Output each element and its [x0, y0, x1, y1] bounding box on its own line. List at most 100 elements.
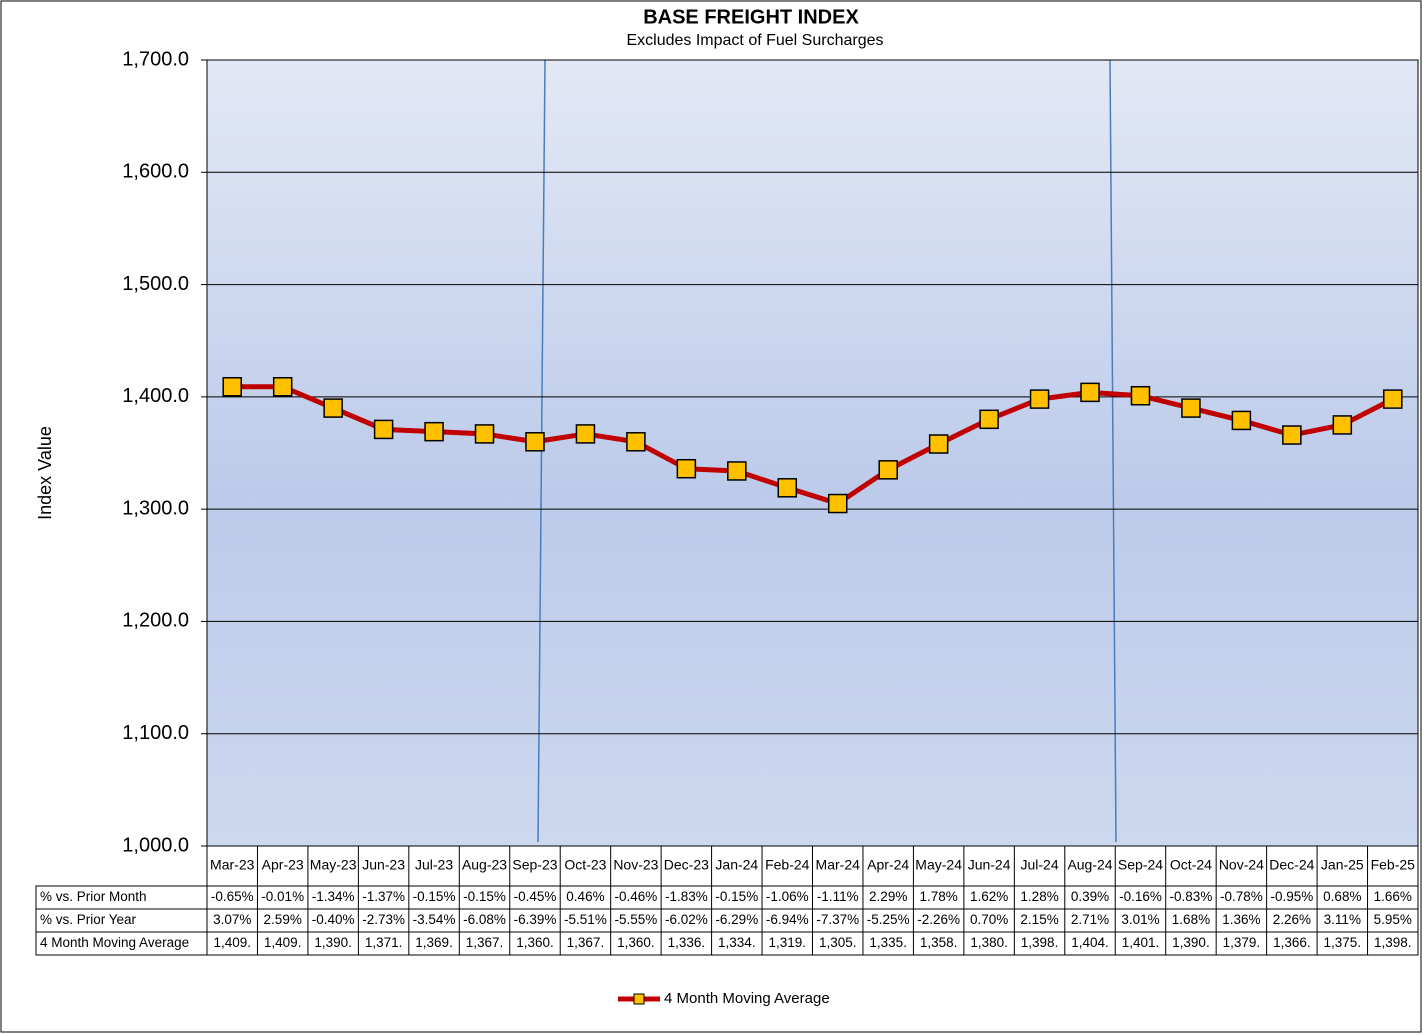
- table-cell: -0.95%: [1270, 889, 1313, 904]
- table-cell: -2.26%: [917, 912, 960, 927]
- marker: [323, 398, 343, 418]
- table-cell: -0.15%: [463, 889, 506, 904]
- table-cell: 1.36%: [1222, 912, 1260, 927]
- table-cell: 0.70%: [970, 912, 1008, 927]
- row-label: % vs. Prior Month: [40, 889, 147, 904]
- table-cell: 1.68%: [1172, 912, 1210, 927]
- y-tick-label: 1,700.0: [122, 48, 189, 70]
- marker: [575, 424, 596, 444]
- marker: [1029, 389, 1050, 409]
- table-cell: -0.78%: [1220, 889, 1263, 904]
- table-cell: 1,360.: [516, 935, 554, 950]
- table-cell: 2.59%: [264, 912, 302, 927]
- table-cell: -1.34%: [312, 889, 355, 904]
- table-cell: 1,367.: [567, 935, 605, 950]
- marker: [1181, 398, 1201, 418]
- marker: [222, 377, 242, 397]
- table-cell: 1,398.: [1021, 935, 1059, 950]
- legend-marker: [633, 993, 645, 1005]
- x-tick-label: Mar-23: [210, 857, 255, 873]
- table-cell: 3.07%: [213, 912, 251, 927]
- table-cell: 0.39%: [1071, 889, 1109, 904]
- x-tick-label: Jul-24: [1020, 857, 1058, 873]
- marker: [525, 432, 545, 452]
- table-cell: -6.08%: [463, 912, 506, 927]
- table-cell: -6.02%: [665, 912, 708, 927]
- table-cell: -5.25%: [867, 912, 910, 927]
- table-cell: -6.94%: [766, 912, 809, 927]
- table-cell: 1,334.: [718, 935, 756, 950]
- table-cell: 1,335.: [869, 935, 907, 950]
- table-cell: 1,369.: [415, 935, 453, 950]
- marker: [928, 434, 949, 454]
- x-tick-label: Jun-23: [362, 857, 405, 873]
- x-tick-label: Jun-24: [968, 857, 1011, 873]
- marker: [1130, 385, 1151, 406]
- table-cell: -0.83%: [1170, 889, 1213, 904]
- chart-subtitle: Excludes Impact of Fuel Surcharges: [626, 32, 883, 49]
- x-tick-label: Dec-24: [1269, 857, 1314, 873]
- table-cell: 5.95%: [1374, 912, 1412, 927]
- table-cell: -7.37%: [816, 912, 859, 927]
- x-tick-label: May-24: [915, 857, 962, 873]
- row-label: 4 Month Moving Average: [40, 935, 189, 950]
- marker: [424, 421, 444, 442]
- table-cell: -0.65%: [211, 889, 254, 904]
- marker: [1080, 382, 1100, 403]
- x-tick-label: Apr-24: [867, 857, 909, 873]
- table-cell: -1.83%: [665, 889, 708, 904]
- marker: [676, 458, 697, 479]
- x-tick-label: Mar-24: [816, 857, 861, 873]
- x-tick-label: Oct-23: [564, 857, 606, 873]
- marker: [373, 419, 394, 440]
- marker: [626, 432, 646, 452]
- x-tick-label: Jan-24: [715, 857, 758, 873]
- table-cell: 1,404.: [1071, 935, 1109, 950]
- table-cell: 2.29%: [869, 889, 907, 904]
- x-tick-label: Jul-23: [415, 857, 453, 873]
- x-tick-label: Jan-25: [1321, 857, 1364, 873]
- table-cell: 1,371.: [365, 935, 403, 950]
- y-tick-label: 1,400.0: [122, 385, 189, 407]
- marker: [1332, 415, 1353, 435]
- y-tick-label: 1,100.0: [122, 722, 189, 744]
- table-cell: 0.68%: [1323, 889, 1361, 904]
- table-cell: 3.11%: [1324, 912, 1361, 927]
- table-cell: 2.71%: [1071, 912, 1109, 927]
- table-cell: 1.66%: [1374, 889, 1412, 904]
- marker: [1231, 410, 1252, 431]
- table-cell: -2.73%: [362, 912, 405, 927]
- x-tick-label: Dec-23: [664, 857, 709, 873]
- table-cell: 1,367.: [466, 935, 504, 950]
- table-cell: 1,319.: [768, 935, 806, 950]
- y-tick-label: 1,300.0: [122, 497, 189, 519]
- marker: [1383, 389, 1403, 409]
- x-tick-label: Feb-25: [1371, 857, 1416, 873]
- table-cell: 1,375.: [1324, 935, 1362, 950]
- table-cell: 1,380.: [970, 935, 1008, 950]
- table-cell: -0.46%: [615, 889, 658, 904]
- table-cell: 1,390.: [1172, 935, 1210, 950]
- table-cell: -6.29%: [715, 912, 758, 927]
- table-cell: -0.40%: [312, 912, 355, 927]
- y-axis-label: Index Value: [35, 426, 55, 520]
- table-cell: 1.62%: [970, 889, 1008, 904]
- table-cell: 1,398.: [1374, 935, 1412, 950]
- table-cell: 1.28%: [1020, 889, 1058, 904]
- x-tick-label: Aug-23: [462, 857, 507, 873]
- x-tick-label: Aug-24: [1067, 857, 1112, 873]
- marker: [727, 461, 747, 481]
- marker: [474, 424, 495, 444]
- table-cell: -0.45%: [514, 889, 557, 904]
- row-label: % vs. Prior Year: [40, 912, 137, 927]
- table-cell: 1,401.: [1122, 935, 1160, 950]
- x-tick-label: Nov-24: [1219, 857, 1264, 873]
- x-tick-label: Apr-23: [262, 857, 304, 873]
- y-tick-label: 1,200.0: [122, 610, 189, 632]
- x-tick-label: Feb-24: [765, 857, 810, 873]
- x-tick-label: Nov-23: [613, 857, 658, 873]
- table-cell: 1,409.: [213, 935, 251, 950]
- legend-label: 4 Month Moving Average: [664, 990, 830, 1007]
- table-cell: 1,379.: [1223, 935, 1261, 950]
